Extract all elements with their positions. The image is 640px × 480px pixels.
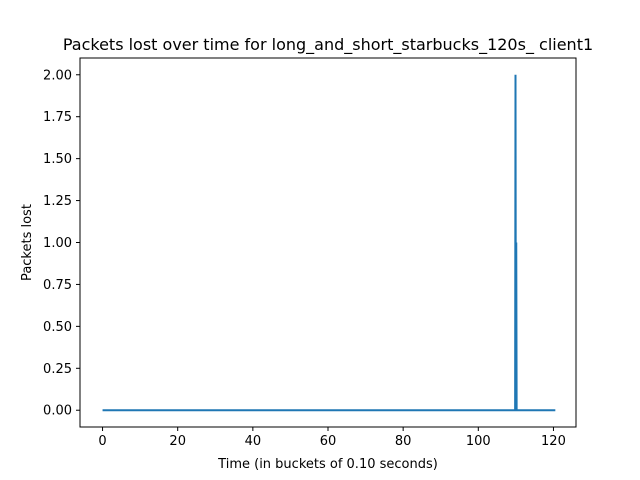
x-tick-label: 80 — [395, 434, 412, 449]
y-tick-label: 1.00 — [43, 236, 72, 251]
x-tick-label: 60 — [320, 434, 337, 449]
x-tick-label: 120 — [541, 434, 566, 449]
y-axis-ticks: 0.00 0.25 0.50 0.75 1.00 1.25 1.50 1.75 2.00 — [43, 68, 80, 419]
y-tick-label: 1.50 — [43, 152, 72, 167]
x-tick-label: 0 — [98, 434, 106, 449]
y-axis-label: Packets lost — [20, 204, 35, 281]
y-tick-label: 0.75 — [43, 278, 72, 293]
x-tick-label: 40 — [245, 434, 262, 449]
y-tick-label: 1.25 — [43, 194, 72, 209]
plot-frame — [79, 57, 577, 428]
x-tick-label: 20 — [169, 434, 186, 449]
series-line — [102, 74, 556, 412]
y-tick-label: 0.00 — [43, 404, 72, 419]
y-tick-label: 2.00 — [43, 68, 72, 83]
y-tick-label: 0.25 — [43, 362, 72, 377]
x-tick-label: 100 — [466, 434, 491, 449]
x-axis-label: Time (in buckets of 0.10 seconds) — [217, 457, 438, 472]
plot-series — [102, 74, 556, 412]
x-axis-ticks: 0 20 40 60 80 100 120 — [98, 427, 566, 449]
chart-title: Packets lost over time for long_and_shor… — [63, 35, 593, 55]
y-tick-label: 0.50 — [43, 320, 72, 335]
y-tick-label: 1.75 — [43, 110, 72, 125]
